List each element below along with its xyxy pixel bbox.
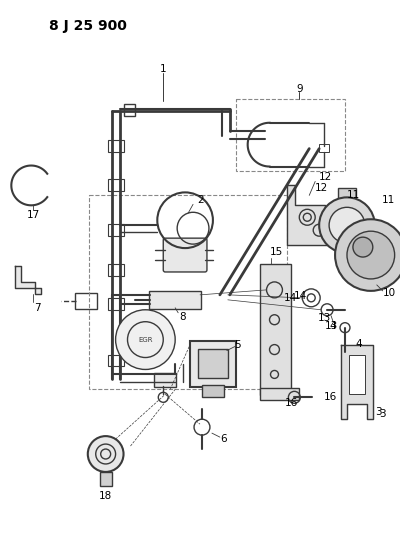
- Text: 4: 4: [330, 321, 336, 330]
- FancyBboxPatch shape: [202, 385, 224, 397]
- Text: EGR: EGR: [138, 337, 153, 343]
- Text: 14: 14: [294, 291, 307, 301]
- Circle shape: [329, 207, 365, 243]
- Text: 10: 10: [383, 288, 396, 298]
- Polygon shape: [15, 266, 41, 294]
- Circle shape: [335, 219, 401, 291]
- Circle shape: [88, 436, 124, 472]
- FancyBboxPatch shape: [349, 354, 365, 394]
- Circle shape: [347, 231, 395, 279]
- FancyBboxPatch shape: [338, 250, 356, 262]
- Text: 4: 4: [356, 338, 362, 349]
- FancyBboxPatch shape: [100, 472, 111, 486]
- Text: 9: 9: [296, 84, 303, 94]
- Circle shape: [115, 310, 175, 369]
- Polygon shape: [288, 185, 337, 245]
- FancyBboxPatch shape: [338, 188, 356, 200]
- Text: 13: 13: [318, 313, 331, 323]
- FancyBboxPatch shape: [163, 238, 207, 272]
- FancyBboxPatch shape: [107, 298, 124, 310]
- Text: 3: 3: [379, 409, 385, 419]
- Circle shape: [319, 197, 375, 253]
- Text: 11: 11: [382, 196, 395, 205]
- Text: 3: 3: [375, 407, 382, 417]
- FancyBboxPatch shape: [259, 264, 292, 395]
- Text: 8 J 25 900: 8 J 25 900: [49, 19, 127, 33]
- Text: 18: 18: [99, 491, 112, 501]
- FancyBboxPatch shape: [259, 389, 299, 400]
- Text: 7: 7: [34, 303, 41, 313]
- FancyBboxPatch shape: [319, 144, 329, 151]
- Text: 8: 8: [179, 312, 185, 322]
- FancyBboxPatch shape: [190, 341, 236, 387]
- FancyBboxPatch shape: [107, 354, 124, 367]
- FancyBboxPatch shape: [107, 264, 124, 276]
- Text: 2: 2: [197, 196, 204, 205]
- Text: 14: 14: [284, 293, 297, 303]
- FancyBboxPatch shape: [149, 291, 201, 309]
- Text: 16: 16: [284, 398, 298, 408]
- FancyBboxPatch shape: [124, 104, 136, 116]
- Text: 11: 11: [347, 190, 360, 200]
- Text: 13: 13: [324, 321, 338, 330]
- FancyBboxPatch shape: [154, 374, 176, 387]
- Text: 1: 1: [160, 64, 166, 74]
- FancyBboxPatch shape: [107, 140, 124, 151]
- Text: 12: 12: [314, 183, 328, 193]
- Text: 12: 12: [318, 173, 332, 182]
- FancyBboxPatch shape: [75, 293, 97, 309]
- FancyBboxPatch shape: [107, 224, 124, 236]
- Text: 15: 15: [270, 247, 283, 257]
- Text: 5: 5: [235, 340, 241, 350]
- FancyBboxPatch shape: [107, 180, 124, 191]
- Text: 16: 16: [324, 392, 337, 402]
- Circle shape: [353, 237, 373, 257]
- Text: 6: 6: [221, 434, 227, 444]
- FancyBboxPatch shape: [198, 349, 228, 378]
- Polygon shape: [341, 345, 373, 419]
- Text: 17: 17: [26, 210, 40, 220]
